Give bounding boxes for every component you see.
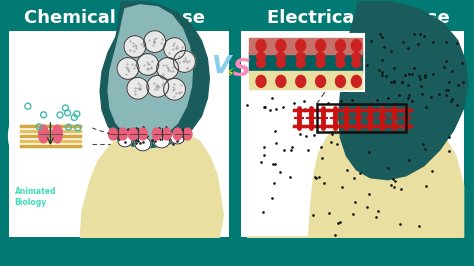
Ellipse shape [138, 128, 147, 140]
Ellipse shape [171, 132, 184, 144]
Polygon shape [100, 1, 210, 148]
Ellipse shape [296, 53, 305, 60]
Ellipse shape [276, 53, 285, 60]
Ellipse shape [53, 125, 63, 143]
Ellipse shape [256, 60, 265, 68]
Ellipse shape [336, 40, 346, 52]
Circle shape [117, 57, 139, 79]
Ellipse shape [276, 75, 286, 87]
Circle shape [144, 31, 165, 53]
Ellipse shape [316, 75, 326, 87]
Circle shape [164, 78, 185, 100]
Ellipse shape [336, 75, 346, 87]
Ellipse shape [316, 53, 325, 60]
Bar [9, 31, 229, 237]
Text: ⚡: ⚡ [226, 67, 235, 80]
Ellipse shape [173, 128, 182, 140]
Ellipse shape [128, 128, 137, 140]
Ellipse shape [352, 60, 361, 68]
Ellipse shape [352, 53, 361, 60]
Bar [247, 34, 365, 91]
Ellipse shape [276, 40, 286, 52]
Ellipse shape [162, 128, 171, 140]
Circle shape [157, 57, 179, 79]
Bar [317, 104, 406, 132]
Ellipse shape [38, 125, 48, 143]
Bar [249, 71, 362, 89]
Ellipse shape [183, 128, 192, 140]
Ellipse shape [336, 60, 345, 68]
Ellipse shape [256, 40, 266, 52]
Text: S: S [232, 57, 250, 81]
Ellipse shape [316, 60, 325, 68]
Ellipse shape [109, 128, 118, 140]
Polygon shape [108, 5, 192, 140]
Bar [249, 52, 362, 73]
Bar [241, 31, 464, 237]
Circle shape [124, 36, 146, 57]
Text: V: V [210, 55, 230, 78]
Polygon shape [247, 111, 464, 237]
Text: Electrical synapse: Electrical synapse [267, 9, 450, 27]
Ellipse shape [296, 60, 305, 68]
Ellipse shape [152, 128, 161, 140]
Text: Chemical synapse: Chemical synapse [25, 9, 206, 27]
Ellipse shape [296, 40, 306, 52]
Text: Animated
Biology: Animated Biology [15, 188, 56, 207]
Circle shape [147, 75, 169, 97]
Ellipse shape [154, 134, 170, 148]
Circle shape [9, 94, 92, 178]
Ellipse shape [256, 53, 265, 60]
Ellipse shape [316, 40, 326, 52]
Ellipse shape [135, 137, 151, 151]
Ellipse shape [256, 75, 266, 87]
Ellipse shape [351, 75, 361, 87]
Ellipse shape [118, 135, 132, 147]
Ellipse shape [296, 75, 306, 87]
Circle shape [164, 38, 185, 60]
Ellipse shape [118, 128, 128, 140]
Circle shape [127, 77, 149, 99]
Polygon shape [338, 1, 468, 180]
Ellipse shape [276, 60, 285, 68]
Ellipse shape [336, 53, 345, 60]
Circle shape [137, 53, 159, 75]
Bar [249, 38, 362, 53]
Circle shape [173, 51, 195, 72]
Polygon shape [80, 128, 223, 237]
Ellipse shape [351, 40, 361, 52]
